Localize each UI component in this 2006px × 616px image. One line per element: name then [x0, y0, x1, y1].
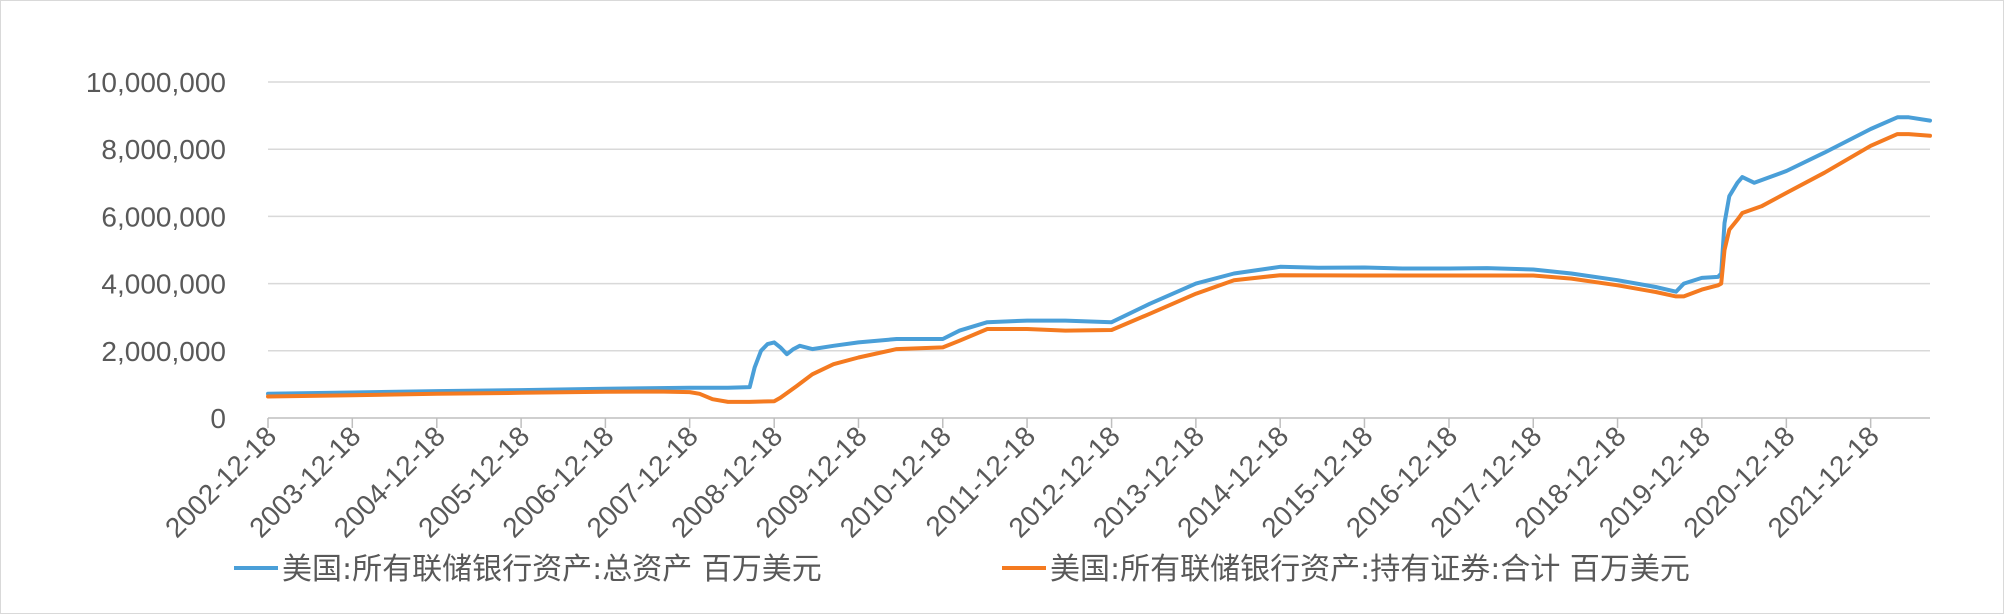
legend: 美国:所有联储银行资产:总资产 百万美元 美国:所有联储银行资产:持有证券:合计 …: [234, 552, 1690, 587]
series-line-1: [266, 115, 1932, 396]
y-gridlines: [268, 81, 1930, 352]
y-tick-label: 8,000,000: [101, 134, 226, 165]
y-tick-label: 0: [210, 403, 226, 434]
x-axis: [267, 417, 1930, 428]
y-axis-tick-labels: 0 2,000,000 4,000,000 6,000,000 8,000,000 10,…: [86, 67, 226, 434]
legend-label-1: 美国:所有联储银行资产:总资产 百万美元: [282, 552, 822, 587]
y-tick-label: 10,000,000: [86, 67, 226, 98]
x-axis-tick-labels: 2002-12-182003-12-182004-12-182005-12-18…: [159, 420, 1885, 543]
series-lines: [266, 115, 1932, 404]
series-line-2: [266, 132, 1932, 404]
y-tick-label: 6,000,000: [101, 201, 226, 232]
y-tick-label: 2,000,000: [101, 336, 226, 367]
legend-label-2: 美国:所有联储银行资产:持有证券:合计 百万美元: [1050, 552, 1690, 587]
y-tick-label: 4,000,000: [101, 269, 226, 300]
